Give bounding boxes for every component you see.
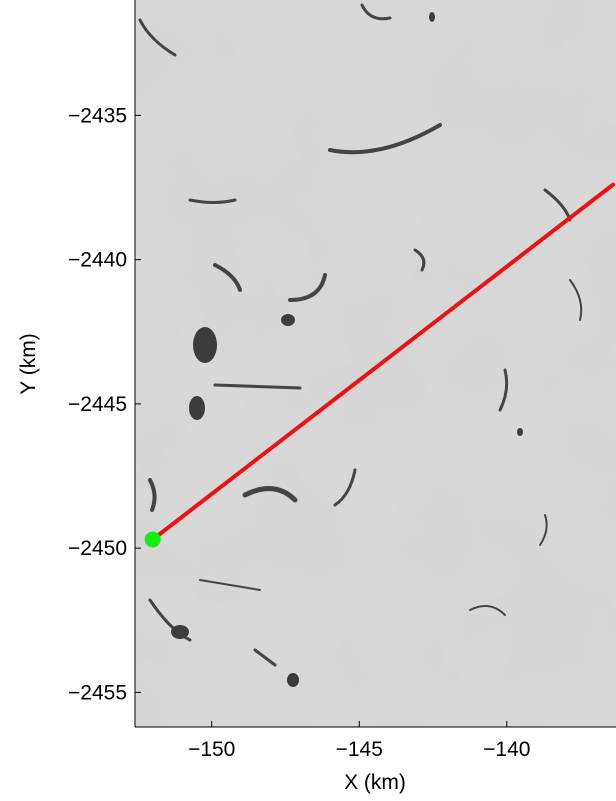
y-tick-label: −2435: [68, 104, 127, 127]
plot-frame: [134, 0, 616, 728]
start-point-marker: [144, 531, 161, 548]
x-axis-label: X (km): [344, 771, 406, 794]
y-ticks: −2435 −2440 −2445 −2450 −2455: [68, 104, 141, 704]
y-tick-label: −2455: [68, 681, 127, 704]
marker-layer: [144, 531, 161, 548]
x-tick-label: −145: [336, 738, 383, 761]
y-tick-label: −2450: [68, 537, 127, 560]
y-tick-label: −2445: [68, 393, 127, 416]
x-tick-label: −140: [483, 738, 530, 761]
x-ticks: −150 −145 −140: [188, 721, 530, 761]
profile-line: [150, 182, 616, 542]
y-tick-label: −2440: [68, 249, 127, 272]
y-axis-label: Y (km): [17, 333, 40, 394]
x-tick-label: −150: [188, 738, 235, 761]
satellite-image: [135, 0, 616, 727]
series-layer: [150, 182, 616, 542]
